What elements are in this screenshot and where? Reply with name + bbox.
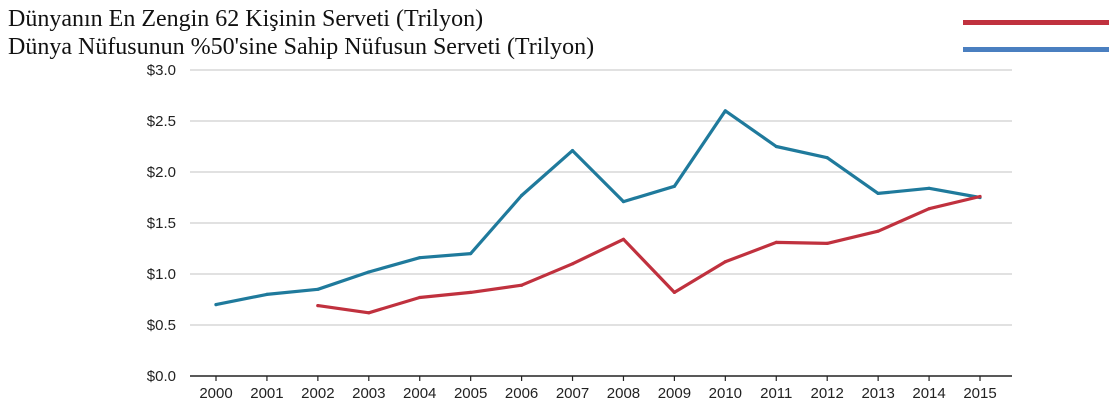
data-point-poorest-half bbox=[214, 303, 218, 307]
x-tick-label: 2009 bbox=[658, 385, 691, 402]
y-tick-label: $2.0 bbox=[147, 164, 176, 181]
data-point-richest-62 bbox=[570, 262, 575, 266]
legend-swatch-richest-62 bbox=[963, 20, 1109, 25]
data-point-richest-62 bbox=[316, 304, 320, 308]
data-point-richest-62 bbox=[825, 241, 829, 245]
data-point-richest-62 bbox=[672, 290, 677, 294]
data-point-poorest-half bbox=[418, 256, 422, 260]
x-tick-label: 2004 bbox=[403, 385, 436, 402]
y-tick-label: $2.5 bbox=[147, 113, 176, 130]
data-point-poorest-half bbox=[520, 193, 524, 198]
data-point-richest-62 bbox=[876, 229, 880, 233]
x-tick-label: 2015 bbox=[963, 385, 996, 402]
legend-swatch-poorest-half bbox=[963, 47, 1109, 52]
x-tick-label: 2007 bbox=[556, 385, 589, 402]
x-axis: 2000 2001 2002 2003 2004 2005 2006 2007 2008 2009… bbox=[190, 375, 1012, 402]
data-point-poorest-half bbox=[723, 109, 727, 113]
data-point-poorest-half bbox=[825, 156, 829, 160]
data-point-richest-62 bbox=[367, 311, 371, 315]
x-tick-label: 2001 bbox=[250, 385, 283, 402]
x-tick-label: 2002 bbox=[301, 385, 334, 402]
data-point-poorest-half bbox=[621, 199, 626, 204]
series-line-richest-62 bbox=[316, 194, 982, 315]
x-tick-label: 2005 bbox=[454, 385, 487, 402]
y-tick-label: $3.0 bbox=[147, 62, 176, 79]
data-point-poorest-half bbox=[927, 186, 931, 190]
y-tick-label: $1.5 bbox=[147, 215, 176, 232]
x-tick-label: 2014 bbox=[912, 385, 945, 402]
chart-legend: Dünyanın En Zengin 62 Kişinin Serveti (T… bbox=[0, 0, 1115, 70]
data-point-richest-62 bbox=[418, 295, 422, 300]
data-point-richest-62 bbox=[621, 237, 626, 241]
x-tick-label: 2003 bbox=[352, 385, 385, 402]
x-tick-label: 2013 bbox=[861, 385, 894, 402]
x-tick-label: 2000 bbox=[199, 385, 232, 402]
data-point-poorest-half bbox=[774, 144, 778, 149]
y-tick-label: $1.0 bbox=[147, 266, 176, 283]
data-point-poorest-half bbox=[570, 148, 575, 153]
data-point-richest-62 bbox=[978, 194, 982, 199]
data-point-richest-62 bbox=[723, 260, 727, 264]
x-tick-label: 2008 bbox=[607, 385, 640, 402]
data-point-poorest-half bbox=[265, 292, 269, 296]
legend-label-richest-62: Dünyanın En Zengin 62 Kişinin Serveti (T… bbox=[8, 6, 484, 32]
data-point-richest-62 bbox=[927, 207, 931, 211]
y-tick-label: $0.0 bbox=[147, 368, 176, 385]
y-tick-label: $0.5 bbox=[147, 317, 176, 334]
gridlines bbox=[190, 69, 1012, 326]
data-point-poorest-half bbox=[316, 287, 320, 291]
x-tick-label: 2012 bbox=[811, 385, 844, 402]
series-line-poorest-half bbox=[214, 109, 982, 307]
data-point-richest-62 bbox=[774, 240, 778, 244]
data-point-richest-62 bbox=[520, 283, 524, 287]
data-point-poorest-half bbox=[672, 184, 677, 188]
data-point-richest-62 bbox=[469, 290, 473, 294]
data-point-poorest-half bbox=[876, 191, 880, 196]
data-point-poorest-half bbox=[469, 252, 473, 256]
x-tick-label: 2010 bbox=[709, 385, 742, 402]
series-lines bbox=[214, 109, 982, 315]
x-tick-label: 2011 bbox=[760, 385, 792, 402]
data-point-poorest-half bbox=[367, 270, 371, 274]
y-axis: $0.0 $0.5 $1.0 $1.5 $2.0 $2.5 $3.0 bbox=[147, 62, 176, 385]
x-tick-label: 2006 bbox=[505, 385, 538, 402]
legend-label-poorest-half: Dünya Nüfusunun %50'sine Sahip Nüfusun S… bbox=[8, 34, 595, 60]
